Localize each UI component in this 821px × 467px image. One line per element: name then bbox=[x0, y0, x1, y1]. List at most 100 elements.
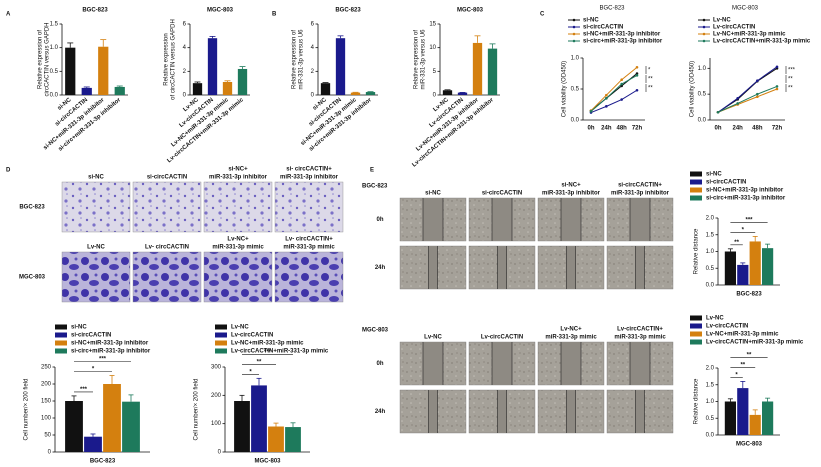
legend-swatch bbox=[690, 179, 702, 185]
legend-marker bbox=[702, 32, 706, 36]
column-label: Lv-NC bbox=[87, 245, 105, 251]
bar bbox=[335, 38, 346, 95]
point bbox=[620, 78, 623, 81]
wound-gap bbox=[423, 198, 443, 241]
point bbox=[775, 85, 779, 88]
y-axis-label: Relative expression of bbox=[414, 30, 420, 89]
column-label: Lv-NC+ bbox=[227, 237, 249, 243]
bar bbox=[192, 83, 203, 95]
y-tick-label: 1.0 bbox=[50, 45, 59, 51]
significance-label: *** bbox=[745, 218, 753, 224]
y-tick-label: 200 bbox=[41, 382, 52, 388]
panel-letter: B bbox=[272, 12, 277, 18]
legend-label: si-circCACTIN bbox=[706, 180, 746, 186]
point bbox=[635, 66, 639, 69]
y-axis-label: Cell number/× 200 field bbox=[24, 379, 30, 441]
panel-letter: C bbox=[540, 12, 545, 18]
legend-swatch bbox=[215, 348, 227, 354]
legend-label: si-NC bbox=[71, 325, 87, 331]
y-tick-label: 2 bbox=[183, 69, 187, 75]
time-label: 24h bbox=[375, 265, 386, 271]
legend-swatch bbox=[55, 324, 67, 330]
bar bbox=[749, 414, 761, 435]
x-tick-label: 24h bbox=[601, 126, 612, 132]
wound-gap bbox=[635, 390, 645, 433]
legend-label: si-circ+miR-331-3p inhibitor bbox=[706, 196, 786, 202]
column-label: miR-331-3p mimic bbox=[545, 335, 597, 341]
legend-swatch bbox=[690, 339, 702, 345]
point bbox=[605, 97, 608, 100]
bar bbox=[103, 384, 121, 452]
bar bbox=[442, 90, 453, 95]
series-line bbox=[590, 66, 638, 112]
significance-label: * bbox=[92, 367, 95, 373]
point bbox=[620, 98, 623, 101]
y-tick-label: 0 bbox=[183, 93, 187, 99]
bar bbox=[724, 251, 736, 285]
x-tick-label: 24h bbox=[732, 126, 743, 132]
row-label: BGC-823 bbox=[19, 205, 45, 211]
chart-title: MGC-803 bbox=[207, 8, 234, 14]
x-tick-label: si-NC+miR-331-3p inhibitor bbox=[43, 97, 106, 152]
transwell-image bbox=[274, 181, 344, 233]
bar bbox=[65, 401, 83, 452]
column-label: Lv-circCACTIN bbox=[481, 335, 523, 341]
bar bbox=[457, 92, 468, 95]
legend-marker bbox=[702, 39, 706, 43]
legend-label: Lv-circCACTIN bbox=[713, 25, 755, 31]
transwell-image bbox=[132, 181, 202, 233]
wound-gap bbox=[428, 390, 438, 433]
bar bbox=[487, 48, 498, 95]
bar bbox=[237, 68, 248, 95]
legend-swatch bbox=[55, 340, 67, 346]
legend-marker bbox=[572, 18, 576, 22]
legend-label: Lv-NC+miR-331-3p mimic bbox=[706, 332, 779, 338]
y-tick-label: 0 bbox=[48, 450, 52, 456]
significance-label: *** bbox=[788, 68, 796, 74]
point bbox=[756, 92, 759, 96]
series-line bbox=[590, 74, 638, 112]
bar bbox=[762, 248, 774, 285]
y-tick-label: 0.0 bbox=[706, 433, 715, 439]
legend-label: Lv-circCACTIN bbox=[706, 324, 748, 330]
transwell-image bbox=[203, 251, 273, 303]
y-tick-label: 6 bbox=[311, 22, 315, 28]
legend-label: Lv-circCACTIN bbox=[231, 333, 273, 339]
transwell-image bbox=[61, 251, 131, 303]
y-axis-label: Cell viability (OD450) bbox=[562, 61, 568, 117]
y-tick-label: 250 bbox=[41, 365, 52, 371]
bar bbox=[737, 264, 749, 285]
y-tick-label: 2 bbox=[311, 69, 315, 75]
wound-gap bbox=[561, 198, 581, 241]
column-label: si-NC+ bbox=[561, 183, 581, 189]
point bbox=[635, 72, 639, 75]
point bbox=[756, 95, 759, 99]
transwell-image bbox=[132, 251, 202, 303]
legend-label: si-circ+miR-331-3p inhibitor bbox=[583, 39, 663, 45]
y-tick-label: 50 bbox=[44, 433, 51, 439]
chart-title: MGC-803 bbox=[457, 8, 484, 14]
bar bbox=[251, 385, 267, 452]
significance-label: * bbox=[249, 369, 252, 375]
significance-label: ** bbox=[257, 359, 262, 365]
wound-gap bbox=[492, 342, 512, 385]
bar bbox=[724, 401, 736, 435]
panel-letter: A bbox=[6, 12, 11, 18]
point bbox=[605, 93, 608, 97]
significance-label: ** bbox=[747, 352, 752, 358]
y-tick-label: 0.0 bbox=[706, 283, 715, 289]
y-axis-label: Relative expression bbox=[164, 33, 170, 85]
legend-swatch bbox=[690, 187, 702, 193]
bar bbox=[737, 388, 749, 435]
column-label: miR-331-3p inhibitor bbox=[542, 191, 601, 197]
y-tick-label: 1.0 bbox=[706, 249, 715, 255]
y-axis-label: circCACTIN versus GAPDH bbox=[45, 22, 51, 96]
point bbox=[605, 105, 608, 108]
x-tick-label: 0h bbox=[714, 126, 721, 132]
wound-gap bbox=[428, 246, 438, 289]
y-tick-label: 1.0 bbox=[571, 56, 580, 62]
point bbox=[775, 65, 779, 69]
y-tick-label: 0.0 bbox=[698, 118, 707, 124]
significance-label: *** bbox=[99, 357, 107, 363]
point bbox=[589, 110, 593, 113]
